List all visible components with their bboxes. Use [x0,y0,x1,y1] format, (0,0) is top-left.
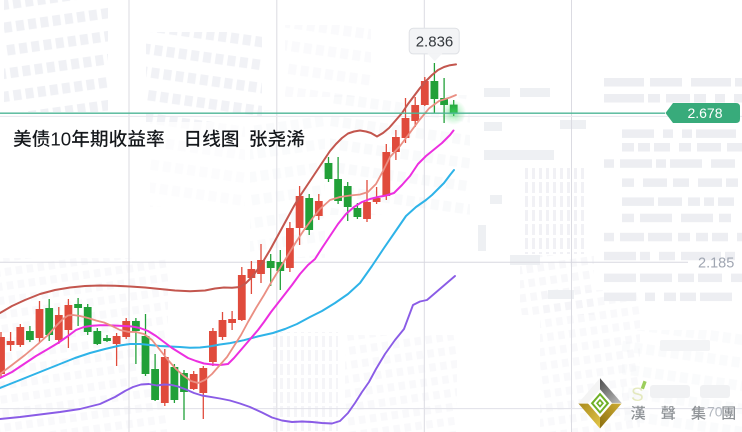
svg-text:2.836: 2.836 [416,33,454,50]
svg-text:2.678: 2.678 [687,105,722,121]
svg-text:10: 10 [50,129,71,150]
svg-text:70: 70 [707,404,723,420]
svg-text:2.185: 2.185 [698,256,734,272]
svg-text:S: S [631,385,644,406]
